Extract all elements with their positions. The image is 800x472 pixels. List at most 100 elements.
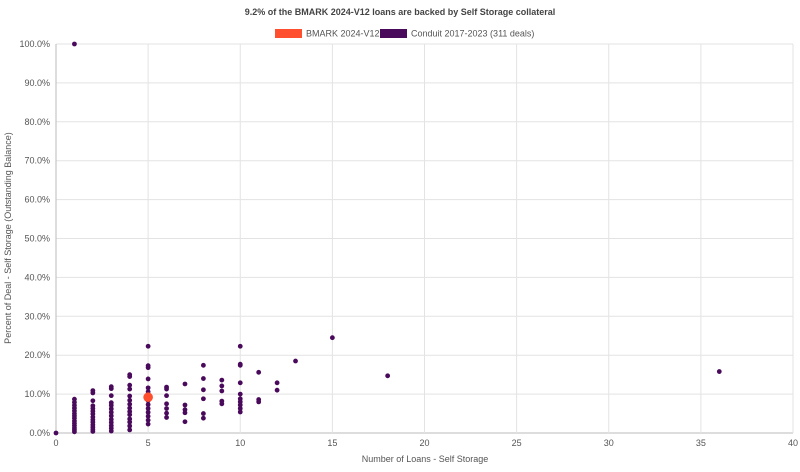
data-point-conduit [145,409,151,415]
series-conduit [53,41,722,436]
x-tick-label: 30 [604,438,614,448]
data-point-conduit [127,423,133,429]
data-point-conduit [219,398,225,404]
y-tick-label: 20.0% [24,350,50,360]
data-point-conduit [237,391,243,397]
data-point-conduit [108,409,114,415]
data-point-conduit [145,385,151,391]
y-tick-label: 30.0% [24,311,50,321]
data-point-conduit [127,382,133,388]
data-point-conduit [237,343,243,349]
data-point-conduit [182,419,188,425]
x-tick-label: 25 [512,438,522,448]
data-point-conduit [164,410,169,416]
data-point-conduit [127,397,133,403]
data-point-conduit [182,402,188,408]
data-point-conduit [145,413,151,419]
data-point-conduit [201,376,206,381]
data-point-conduit [164,393,169,399]
x-tick-label: 20 [419,438,429,448]
data-point-conduit [164,406,169,411]
data-point-conduit [127,386,133,392]
data-point-conduit [237,409,243,415]
data-point-conduit [237,380,243,386]
legend: BMARK 2024-V12 Conduit 2017-2023 (311 de… [275,29,534,39]
y-axis-label: Percent of Deal - Self Storage (Outstand… [3,132,13,344]
data-point-conduit [127,401,133,407]
data-point-conduit [108,416,114,422]
data-point-conduit [182,407,188,413]
y-tick-label: 0.0% [29,428,50,438]
data-point-conduit [293,358,298,364]
data-point-conduit [145,376,151,382]
data-point-conduit [256,369,262,375]
data-point-conduit [90,388,96,393]
data-point-conduit [201,362,206,368]
legend-swatch-conduit [380,29,407,38]
y-tick-label: 70.0% [24,156,50,166]
data-point-conduit [90,403,96,409]
data-point-conduit [108,393,114,399]
data-point-conduit [145,417,151,423]
x-axis-label: Number of Loans - Self Storage [362,454,489,464]
data-point-conduit [145,363,151,369]
data-point-conduit [219,377,225,383]
data-point-conduit [108,413,114,419]
data-point-conduit [72,396,77,402]
x-tick-label: 10 [235,438,245,448]
data-point-conduit [385,373,391,379]
y-tick-label: 10.0% [24,389,50,399]
data-point-conduit [127,409,133,415]
data-point-conduit [164,384,169,390]
chart-title: 9.2% of the BMARK 2024-V12 loans are bac… [245,7,556,17]
data-point-conduit [72,41,77,47]
x-tick-label: 0 [53,438,58,448]
y-tick-label: 80.0% [24,117,50,127]
data-point-conduit [145,402,151,408]
x-tick-label: 40 [788,438,798,448]
data-point-conduit [145,343,151,349]
data-point-conduit [237,396,243,402]
data-point-conduit [274,387,280,393]
data-point-conduit [127,372,133,378]
data-point-bmark [143,392,153,403]
series-bmark [143,392,153,403]
data-point-conduit [145,406,151,411]
data-point-conduit [219,388,225,394]
data-point-conduit [274,380,280,386]
data-point-conduit [127,393,133,399]
data-point-conduit [108,384,114,390]
legend-label-bmark: BMARK 2024-V12 [306,29,380,39]
data-point-conduit [237,361,243,367]
data-point-conduit [182,381,188,387]
legend-swatch-bmark [275,29,302,38]
data-point-conduit [145,421,151,427]
data-point-conduit [201,396,206,402]
y-tick-label: 40.0% [24,272,50,282]
y-axis-ticks: 0.0% 10.0% 20.0% 30.0% 40.0% 50.0% 60.0% 70.0% 8… [19,39,50,438]
y-tick-label: 60.0% [24,195,50,205]
data-point-conduit [108,406,114,412]
legend-label-conduit: Conduit 2017-2023 (311 deals) [411,29,534,39]
data-point-conduit [127,427,133,433]
data-point-conduit [127,405,133,411]
data-point-conduit [108,400,114,406]
data-point-conduit [201,411,206,416]
data-point-conduit [201,387,206,393]
data-point-conduit [201,415,206,421]
data-point-conduit [127,416,133,422]
x-tick-label: 35 [696,438,706,448]
data-point-conduit [164,401,169,407]
x-axis-ticks: 0 5 10 15 20 25 30 35 40 [53,438,798,448]
grid [55,43,794,434]
y-tick-label: 90.0% [24,78,50,88]
data-point-conduit [90,398,96,404]
data-point-conduit [237,406,243,411]
data-point-conduit [53,430,59,436]
y-tick-label: 50.0% [24,234,50,244]
data-point-conduit [219,383,225,389]
x-tick-label: 5 [146,438,151,448]
y-tick-label: 100.0% [19,39,50,49]
